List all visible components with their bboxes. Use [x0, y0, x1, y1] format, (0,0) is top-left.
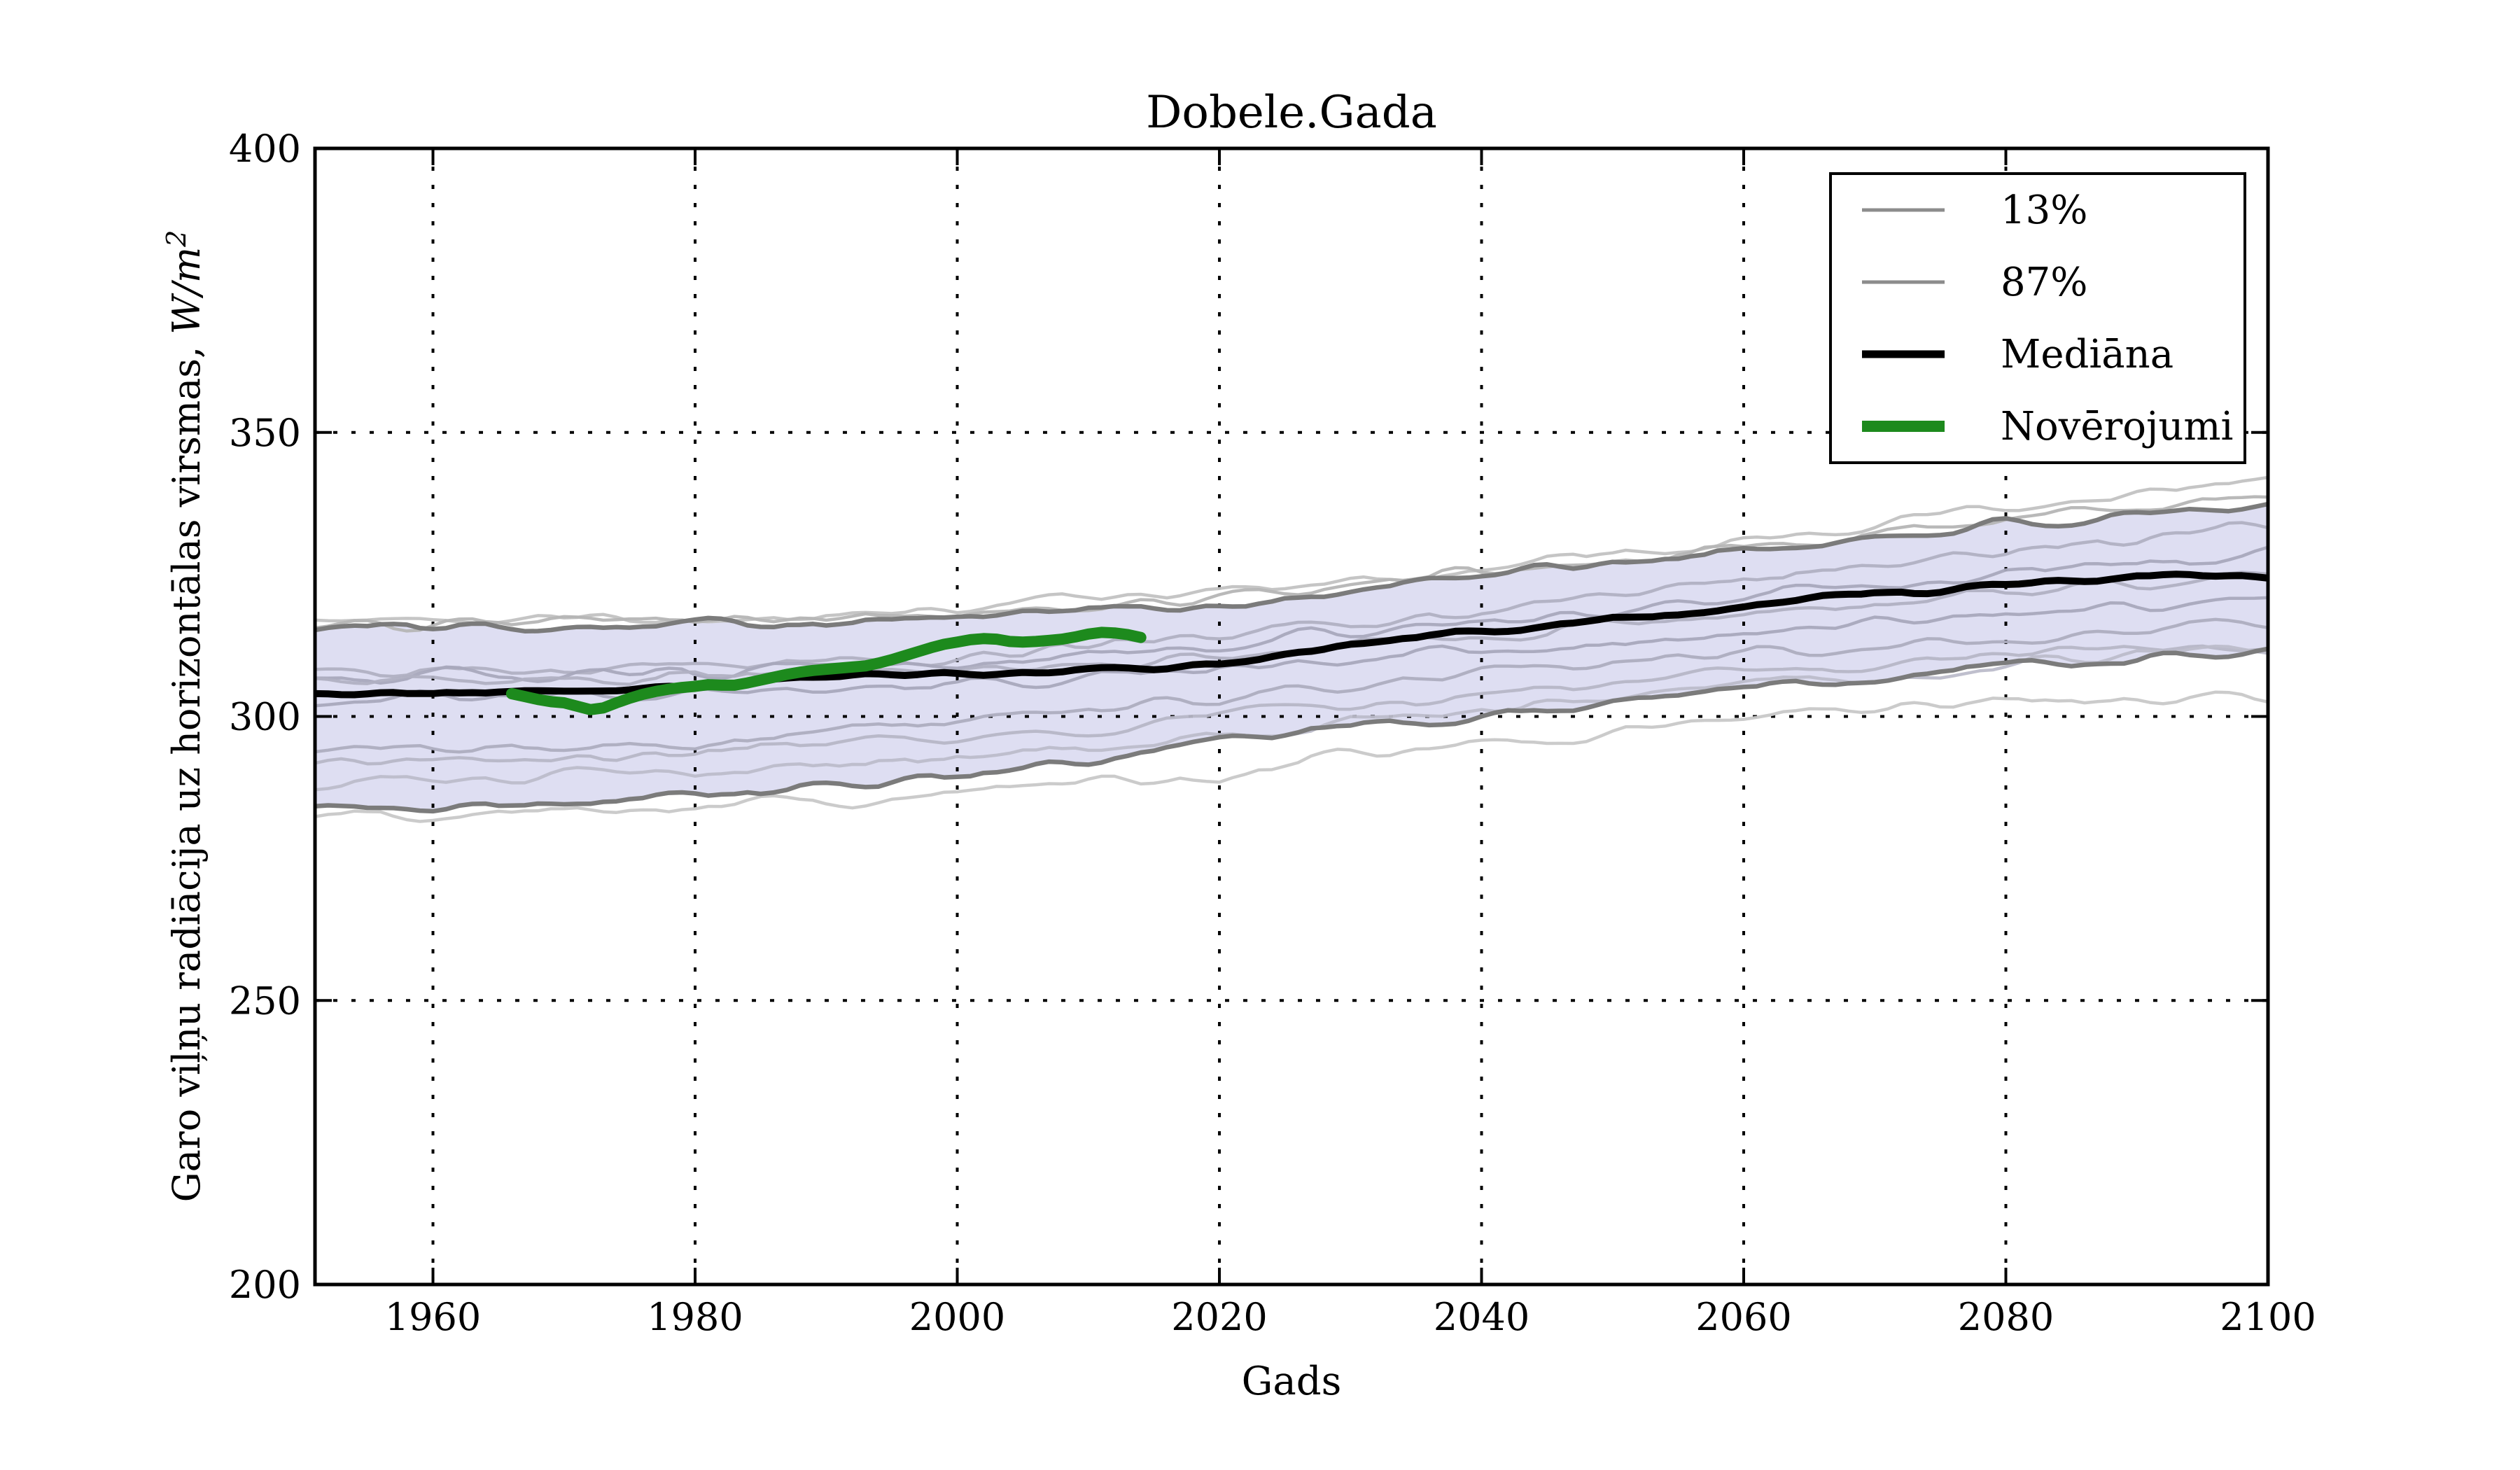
ensemble-trace-line — [314, 545, 2269, 685]
legend: 13% 87% Mediāna Novērojumi — [1829, 172, 2246, 464]
legend-item-label: Mediāna — [2001, 332, 2174, 377]
x-tick-label: 1980 — [647, 1295, 743, 1339]
y-tick-label: 400 — [229, 127, 301, 171]
percentile-87-line — [314, 501, 2269, 634]
observations-line — [505, 626, 1147, 715]
x-axis-label: Gads — [1242, 1359, 1342, 1404]
chart-title: Dobele.Gada — [1146, 87, 1437, 139]
legend-item-label: 87% — [2001, 260, 2087, 305]
x-tick-label: 2020 — [1171, 1295, 1267, 1339]
y-axis-label: Garo viļņu radiācija uz horizontālas vir… — [161, 230, 209, 1203]
y-tick-label: 350 — [229, 411, 301, 455]
x-tick-label: 2100 — [2220, 1295, 2316, 1339]
grid — [315, 148, 2268, 1284]
ensemble-trace-line — [314, 475, 2269, 625]
median-line — [314, 570, 2269, 699]
ensemble-trace-line — [314, 617, 2269, 754]
x-tick-label: 2040 — [1434, 1295, 1530, 1339]
legend-item-label: Novērojumi — [2001, 404, 2233, 449]
y-tick-label: 250 — [229, 979, 301, 1023]
axes-frame: 1960 1980 2000 2020 2040 2060 2080 2100 200 250 30… — [229, 127, 2316, 1339]
ensemble-trace-line — [314, 644, 2269, 766]
x-tick-label: 2000 — [909, 1295, 1005, 1339]
percentile-13-line — [314, 646, 2269, 814]
ensemble-trace-line — [314, 521, 2269, 678]
x-tick-label: 2080 — [1958, 1295, 2054, 1339]
legend-item-label: 13% — [2001, 188, 2087, 233]
legend-box — [1829, 172, 2246, 464]
ensemble-trace-line — [314, 495, 2269, 633]
ensemble-trace-line — [314, 690, 2269, 823]
x-tick-label: 2060 — [1695, 1295, 1791, 1339]
y-tick-label: 200 — [229, 1263, 301, 1307]
y-tick-label: 300 — [229, 695, 301, 739]
x-tick-label: 1960 — [385, 1295, 481, 1339]
